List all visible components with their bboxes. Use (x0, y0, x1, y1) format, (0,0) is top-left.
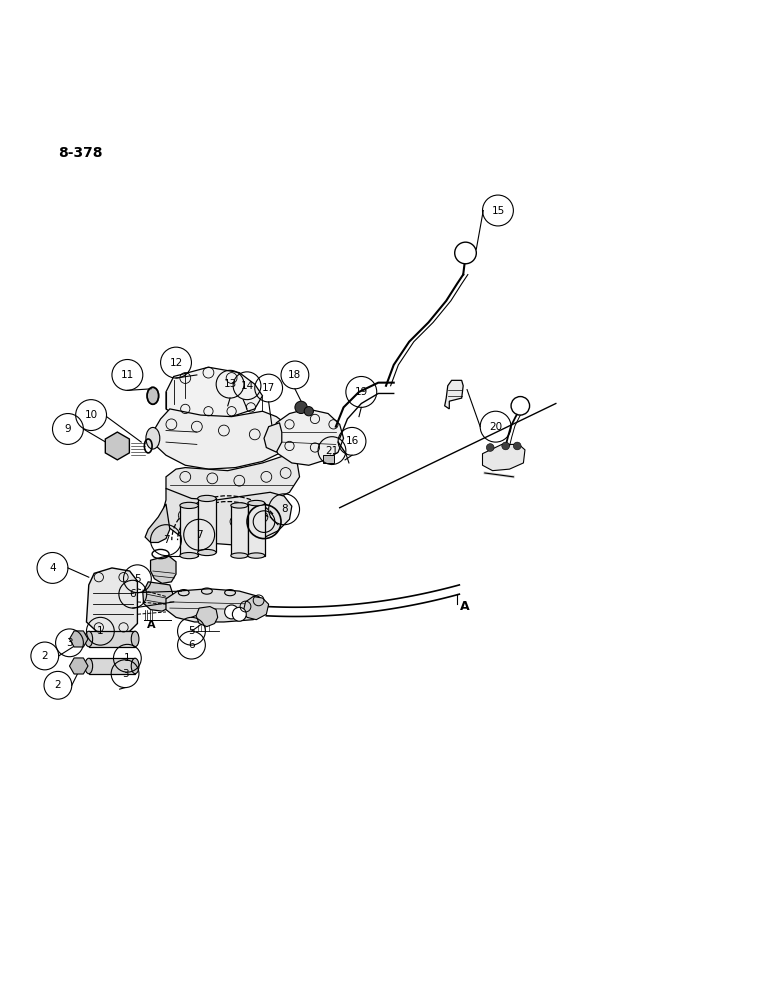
Text: 14: 14 (240, 381, 254, 391)
Polygon shape (162, 488, 292, 545)
Polygon shape (89, 631, 135, 647)
Polygon shape (166, 589, 266, 622)
Circle shape (513, 442, 521, 450)
Circle shape (295, 401, 307, 414)
Text: 7: 7 (163, 535, 169, 545)
Polygon shape (248, 503, 265, 556)
Text: 3: 3 (122, 669, 128, 679)
Text: A: A (460, 600, 469, 613)
Text: 6: 6 (188, 640, 195, 650)
Text: 8-378: 8-378 (58, 146, 103, 160)
Text: 15: 15 (491, 206, 505, 216)
Text: 13: 13 (223, 379, 237, 389)
Polygon shape (153, 409, 292, 469)
Ellipse shape (231, 553, 248, 558)
Text: 1: 1 (97, 626, 103, 636)
Text: 4: 4 (49, 563, 56, 573)
Text: 20: 20 (489, 422, 503, 432)
Circle shape (304, 407, 313, 416)
Text: 21: 21 (325, 446, 339, 456)
Circle shape (502, 442, 510, 450)
Polygon shape (69, 658, 88, 674)
Polygon shape (166, 455, 300, 509)
Polygon shape (105, 432, 130, 460)
Ellipse shape (180, 502, 198, 508)
Ellipse shape (248, 553, 265, 558)
Ellipse shape (248, 500, 265, 506)
Polygon shape (231, 505, 248, 556)
Ellipse shape (146, 427, 160, 449)
Ellipse shape (198, 495, 216, 502)
Polygon shape (323, 455, 334, 463)
Ellipse shape (131, 631, 139, 647)
Ellipse shape (131, 658, 139, 674)
Polygon shape (69, 631, 88, 647)
Text: 12: 12 (169, 358, 183, 368)
Polygon shape (198, 498, 216, 552)
Polygon shape (264, 423, 282, 452)
Text: 2: 2 (42, 651, 48, 661)
Polygon shape (272, 409, 344, 465)
Text: 8: 8 (281, 504, 287, 514)
Circle shape (486, 444, 494, 451)
Polygon shape (445, 380, 463, 409)
Polygon shape (151, 556, 176, 583)
Polygon shape (145, 504, 170, 542)
Text: 18: 18 (288, 370, 302, 380)
Circle shape (511, 397, 530, 415)
Text: 7: 7 (196, 530, 202, 540)
Text: 17: 17 (262, 383, 276, 393)
Polygon shape (166, 367, 262, 419)
Circle shape (455, 242, 476, 264)
Text: 3: 3 (66, 638, 73, 648)
Ellipse shape (85, 658, 93, 674)
Text: 2: 2 (55, 680, 61, 690)
Ellipse shape (198, 549, 216, 556)
Text: 6: 6 (130, 589, 136, 599)
Text: 1: 1 (124, 653, 130, 663)
Text: 16: 16 (345, 436, 359, 446)
Circle shape (225, 605, 239, 619)
Polygon shape (86, 568, 137, 634)
Ellipse shape (231, 503, 248, 508)
Circle shape (232, 607, 246, 621)
Text: 9: 9 (65, 424, 71, 434)
Text: 11: 11 (120, 370, 134, 380)
Polygon shape (196, 607, 218, 627)
Polygon shape (89, 658, 135, 674)
Text: 19: 19 (354, 387, 368, 397)
Text: A: A (147, 620, 156, 630)
Polygon shape (243, 596, 269, 620)
Text: 10: 10 (84, 410, 98, 420)
Ellipse shape (85, 631, 93, 647)
Polygon shape (180, 505, 198, 556)
Ellipse shape (147, 387, 159, 404)
Ellipse shape (180, 552, 198, 559)
Text: 5: 5 (188, 626, 195, 636)
Polygon shape (482, 444, 525, 471)
Polygon shape (143, 582, 174, 611)
Text: 5: 5 (134, 574, 141, 584)
